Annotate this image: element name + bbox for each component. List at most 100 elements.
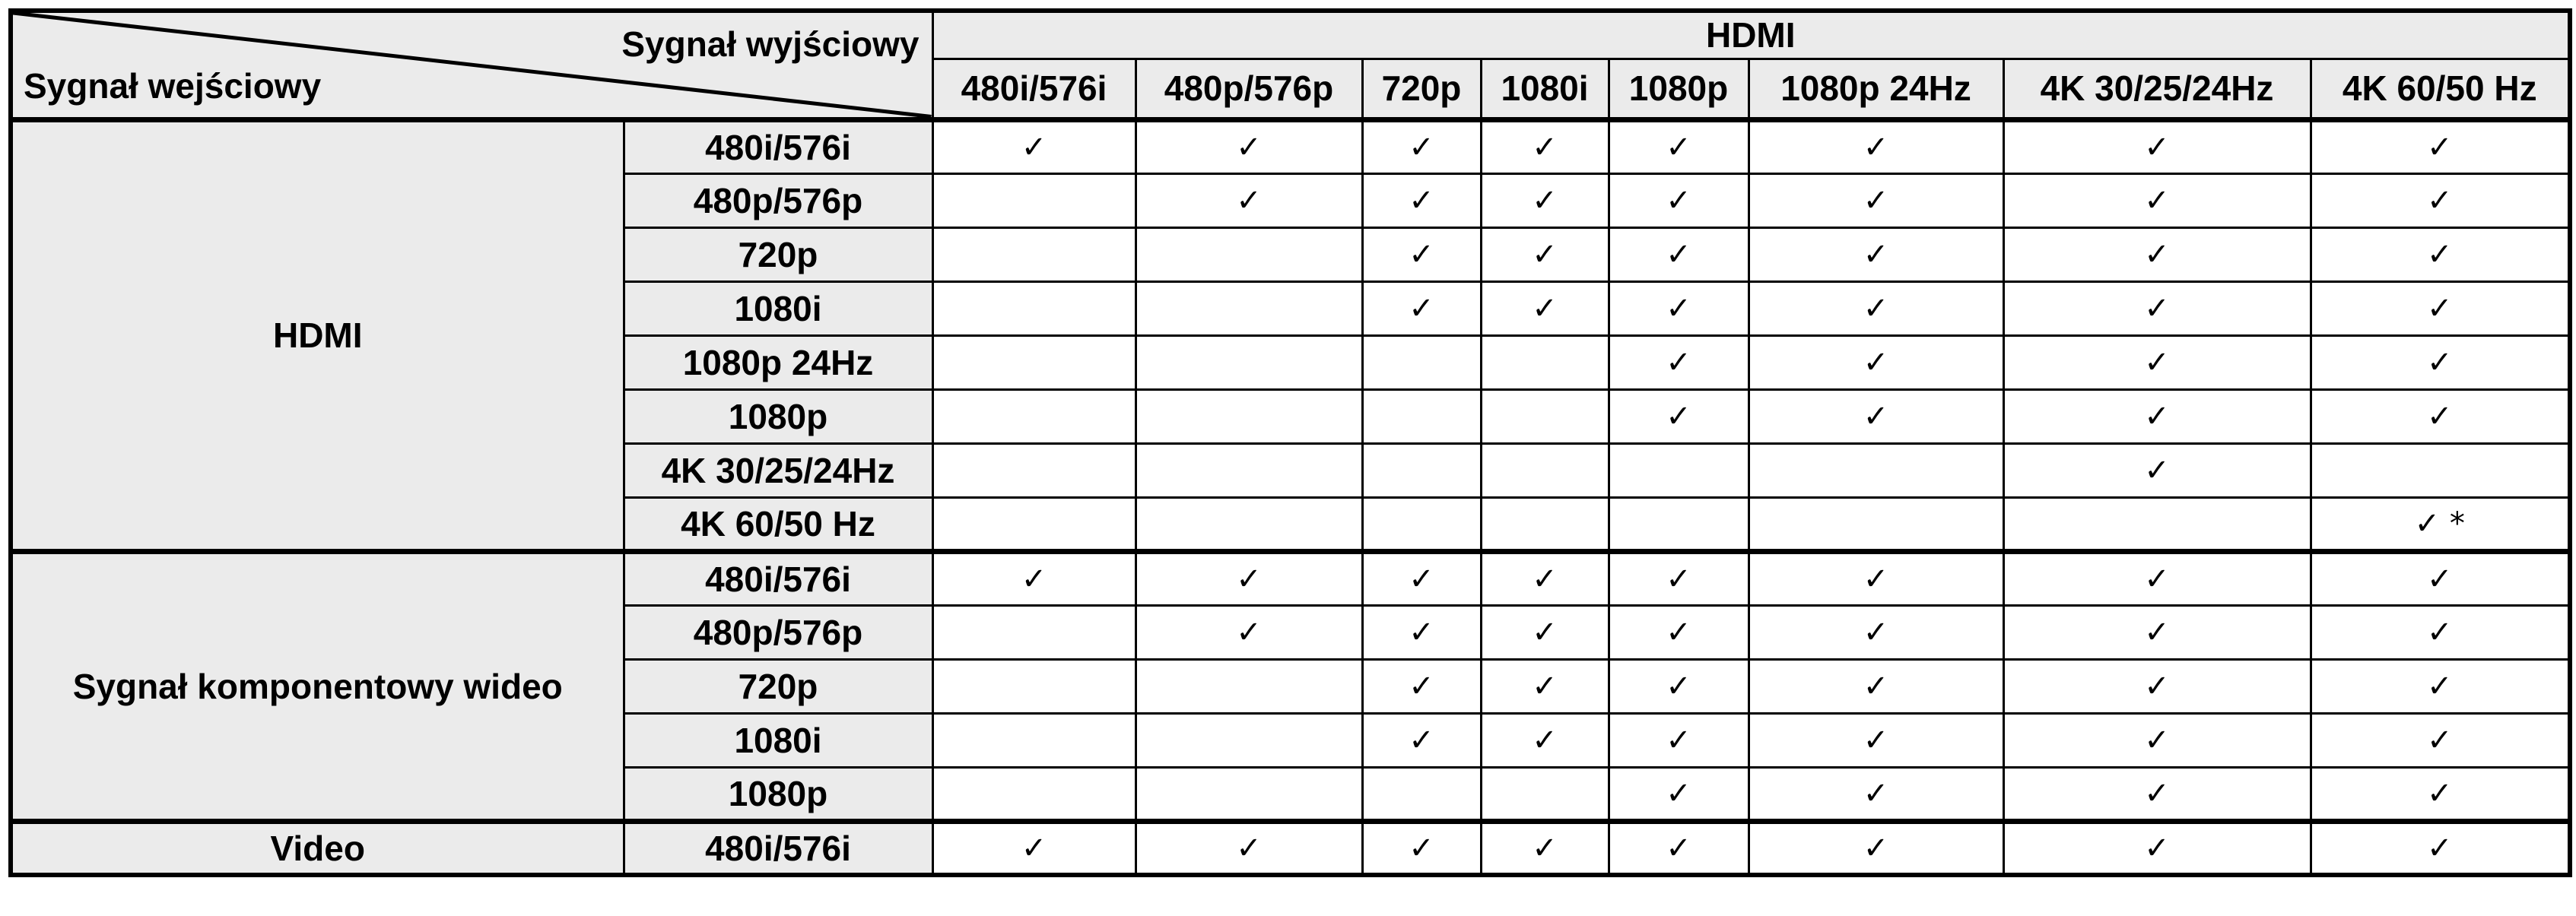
- table-row: 4K 30/25/24Hz ✓: [11, 442, 2571, 499]
- support-cell: ✓: [1607, 658, 1750, 715]
- support-cell: [931, 172, 1137, 229]
- support-cell: ✓: [2309, 658, 2571, 715]
- support-cell: ✓: [2002, 818, 2312, 876]
- input-format-label: 1080p: [622, 765, 934, 822]
- support-cell: ✓: [2002, 765, 2312, 822]
- support-cell: ✓: [1134, 548, 1364, 607]
- table-row: 480p/576p ✓ ✓ ✓ ✓ ✓ ✓ ✓: [11, 604, 2571, 661]
- support-cell: [1134, 496, 1364, 553]
- support-cell: ✓: [2309, 548, 2571, 607]
- input-group-label: Sygnał komponentowy wideo: [9, 548, 625, 822]
- support-cell: ✓: [1607, 226, 1750, 283]
- table-row: 4K 60/50 Hz ✓ *: [11, 496, 2571, 553]
- support-cell: ✓: [2002, 442, 2312, 499]
- support-cell: ✓: [1479, 658, 1610, 715]
- support-cell: ✓: [2002, 334, 2312, 391]
- support-cell: [931, 442, 1137, 499]
- support-cell: ✓: [2309, 604, 2571, 661]
- support-cell: ✓: [1747, 712, 2005, 769]
- output-column-header: 1080p 24Hz: [1747, 57, 2005, 122]
- support-cell: ✓: [1361, 548, 1482, 607]
- support-cell: [1134, 712, 1364, 769]
- support-cell: ✓: [1607, 388, 1750, 445]
- support-cell: ✓: [1361, 818, 1482, 876]
- input-format-label: 480p/576p: [622, 604, 934, 661]
- input-format-label: 1080i: [622, 280, 934, 337]
- support-cell: ✓: [1747, 765, 2005, 822]
- support-cell: [931, 388, 1137, 445]
- support-cell: [1607, 496, 1750, 553]
- diagonal-divider: [13, 13, 932, 117]
- support-cell: ✓: [2309, 226, 2571, 283]
- support-cell: ✓: [1747, 818, 2005, 876]
- support-cell: ✓: [1747, 226, 2005, 283]
- support-cell: ✓: [2309, 712, 2571, 769]
- table-row: Sygnał komponentowy wideo 480i/576i ✓ ✓ ✓ ✓ ✓ ✓…: [9, 548, 2571, 822]
- table-row: 1080i ✓ ✓ ✓ ✓ ✓ ✓: [11, 712, 2571, 769]
- table-row: 1080p ✓ ✓ ✓ ✓: [11, 388, 2571, 445]
- output-column-header: 4K 30/25/24Hz: [2002, 57, 2312, 122]
- support-cell: [2002, 496, 2312, 553]
- support-cell: [1747, 496, 2005, 553]
- support-cell: ✓: [1479, 118, 1610, 175]
- support-cell: [1361, 334, 1482, 391]
- input-format-label: 480p/576p: [622, 172, 934, 229]
- support-cell: ✓: [1747, 388, 2005, 445]
- input-format-label: 1080p 24Hz: [622, 334, 934, 391]
- support-cell: [1361, 496, 1482, 553]
- support-cell: ✓: [931, 548, 1137, 607]
- table-row: 1080p ✓ ✓ ✓ ✓: [11, 765, 2571, 822]
- support-cell: ✓: [1607, 548, 1750, 607]
- support-cell: ✓: [1134, 118, 1364, 175]
- output-signal-label: Sygnał wyjściowy: [621, 24, 920, 64]
- support-cell: ✓: [931, 818, 1137, 876]
- support-cell: ✓: [2309, 388, 2571, 445]
- support-cell: [1134, 658, 1364, 715]
- output-column-header: 1080i: [1479, 57, 1610, 122]
- support-cell: [931, 658, 1137, 715]
- support-cell: ✓: [1607, 172, 1750, 229]
- support-cell: [1479, 442, 1610, 499]
- support-cell: ✓: [2002, 604, 2312, 661]
- input-group-label: HDMI: [9, 118, 625, 553]
- support-cell: ✓: [2002, 280, 2312, 337]
- support-cell: ✓: [1607, 280, 1750, 337]
- support-cell: ✓: [1747, 280, 2005, 337]
- input-format-label: 480i/576i: [622, 548, 934, 607]
- support-cell: ✓: [1479, 280, 1610, 337]
- support-cell: [1134, 280, 1364, 337]
- support-cell: ✓: [1479, 172, 1610, 229]
- support-cell: ✓: [2309, 818, 2571, 876]
- support-cell: ✓: [1607, 334, 1750, 391]
- support-cell: ✓: [1479, 712, 1610, 769]
- support-cell: ✓: [2002, 658, 2312, 715]
- support-cell: [931, 226, 1137, 283]
- support-cell: [1607, 442, 1750, 499]
- input-format-label: 1080i: [622, 712, 934, 769]
- output-column-header: 480p/576p: [1134, 57, 1364, 122]
- support-cell: [931, 496, 1137, 553]
- support-cell: ✓ *: [2309, 496, 2571, 553]
- support-cell: [1134, 442, 1364, 499]
- input-signal-label: Sygnał wejściowy: [24, 65, 322, 106]
- support-cell: ✓: [1361, 604, 1482, 661]
- input-format-label: 4K 60/50 Hz: [622, 496, 934, 553]
- support-cell: ✓: [1747, 172, 2005, 229]
- support-cell: ✓: [1361, 172, 1482, 229]
- support-cell: ✓: [2002, 172, 2312, 229]
- support-cell: [1134, 765, 1364, 822]
- corner-header-cell: Sygnał wyjściowy Sygnał wejściowy: [9, 9, 934, 122]
- table-row: 1080p 24Hz ✓ ✓ ✓ ✓: [11, 334, 2571, 391]
- output-group-header: HDMI: [931, 9, 2571, 60]
- support-cell: ✓: [1479, 548, 1610, 607]
- support-cell: [931, 765, 1137, 822]
- output-column-header: 480i/576i: [931, 57, 1137, 122]
- support-cell: ✓: [1607, 765, 1750, 822]
- support-cell: [931, 712, 1137, 769]
- support-cell: ✓: [1607, 818, 1750, 876]
- support-cell: [931, 604, 1137, 661]
- support-cell: [1479, 334, 1610, 391]
- support-cell: [1479, 765, 1610, 822]
- support-cell: ✓: [931, 118, 1137, 175]
- table-row: 720p ✓ ✓ ✓ ✓ ✓ ✓: [11, 226, 2571, 283]
